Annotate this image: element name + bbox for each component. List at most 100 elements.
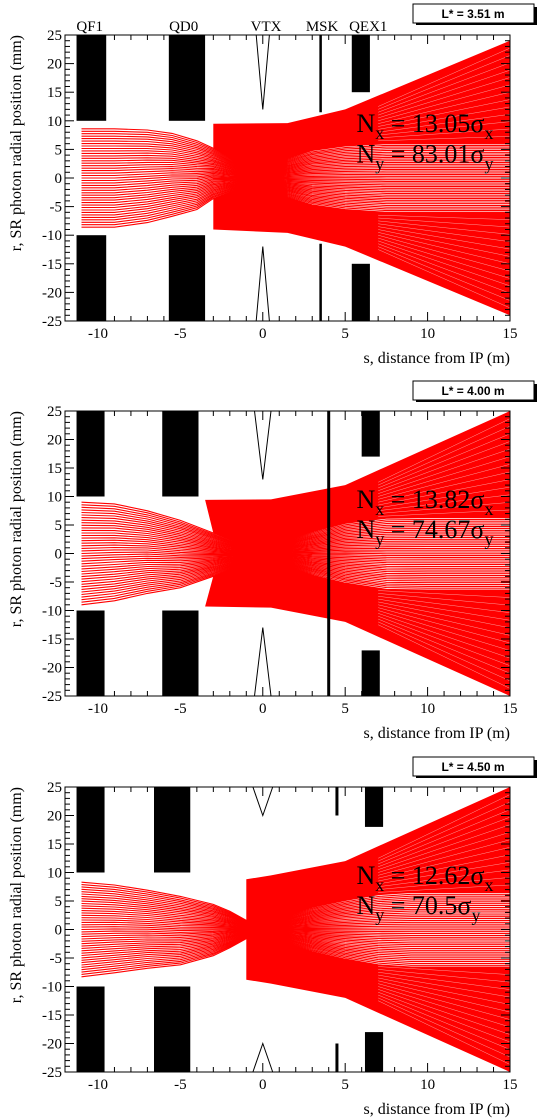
fan-streak: [378, 237, 510, 279]
magnet-qex1-lower: [351, 263, 370, 321]
fan-streak: [378, 862, 510, 885]
nx-symbol: N: [356, 861, 375, 890]
fan-streaks: [378, 418, 510, 689]
magnet-qex1-upper: [351, 35, 370, 93]
y-tick-label: 5: [55, 894, 63, 910]
magnet-qd0-lower: [154, 986, 191, 1072]
ny-sigma: σ: [470, 515, 484, 544]
fan-streak: [378, 479, 510, 506]
y-tick-label: 25: [47, 28, 62, 44]
fan-streak: [378, 471, 510, 503]
fan-streak: [378, 433, 510, 489]
nx-equals: =: [384, 485, 412, 514]
fan-streak: [378, 824, 510, 870]
magnet-label: VTX: [251, 19, 282, 35]
y-tick-label: 20: [47, 809, 62, 825]
magnet-qd0-lower: [162, 610, 199, 696]
x-axis-label: s, distance from IP (m): [364, 350, 510, 367]
sr-fan-lower: [213, 178, 510, 316]
ny-sigma-subscript: y: [471, 905, 480, 925]
fan-streak: [378, 243, 510, 294]
y-tick-label: 15: [47, 461, 62, 477]
y-tick-label: 10: [47, 866, 62, 882]
y-tick-label: 25: [47, 780, 62, 796]
fan-streak: [378, 854, 510, 882]
lstar-box-shadow: [416, 23, 537, 25]
fan-streak: [378, 456, 510, 497]
ny-sigma: σ: [457, 891, 471, 920]
magnet-qex1-lower: [361, 650, 380, 696]
fan-streak: [378, 991, 510, 1043]
fan-streak: [378, 509, 510, 517]
y-tick-label: -10: [42, 228, 62, 244]
fan-streak: [378, 610, 510, 651]
fan-streak: [378, 448, 510, 494]
x-tick-label: -5: [174, 701, 187, 717]
fan-streak: [378, 997, 510, 1058]
ny-subscript: y: [375, 153, 384, 173]
nx-annotation: Nx = 13.82σx: [356, 485, 493, 519]
ny-value: 74.67: [412, 515, 471, 544]
fan-streak: [378, 114, 510, 133]
x-tick-label: 0: [259, 1077, 267, 1093]
y-tick-label: -10: [42, 980, 62, 996]
ny-value: 83.01: [412, 139, 471, 168]
vtx-lower: [254, 627, 272, 696]
ny-annotation: Ny = 83.01σy: [356, 139, 493, 173]
fan-streak: [378, 831, 510, 873]
magnet-qf1-upper: [76, 35, 107, 121]
fan-streak: [378, 989, 510, 1035]
tick-marks: [64, 786, 511, 1073]
fan-streak: [378, 502, 510, 514]
fan-streak: [378, 220, 510, 235]
magnet-qd0-upper: [168, 35, 206, 121]
fan-streak: [378, 441, 510, 492]
y-tick-label: 5: [55, 142, 63, 158]
fan-streak: [378, 1000, 510, 1065]
y-tick-label: -25: [42, 314, 62, 330]
lstar-label: L* = 4.00 m: [441, 384, 504, 398]
magnet-qex1-upper: [361, 411, 380, 457]
x-tick-label: 10: [420, 701, 435, 717]
x-tick-label: -10: [88, 326, 108, 342]
x-tick-label: -5: [174, 326, 187, 342]
fan-streak: [378, 869, 510, 887]
x-tick-label: 5: [341, 701, 349, 717]
lstar-box-shadow: [416, 400, 537, 402]
fan-streak: [378, 983, 510, 1020]
y-tick-label: 10: [47, 114, 62, 130]
magnet-qex1-lower: [364, 1032, 384, 1072]
fan-streak: [378, 232, 510, 265]
fan-streak: [378, 969, 510, 983]
y-tick-label: -10: [42, 604, 62, 620]
x-tick-label: 10: [420, 1077, 435, 1093]
ny-equals: =: [384, 891, 412, 920]
x-tick-label: 10: [420, 326, 435, 342]
ny-sigma: σ: [470, 139, 484, 168]
y-tick-label: -20: [42, 661, 62, 677]
sr-fan-upper: [213, 40, 510, 178]
x-tick-label: 0: [259, 326, 267, 342]
y-axis-label: r, SR photon radial position (mm): [8, 35, 25, 251]
y-tick-label: 20: [47, 433, 62, 449]
y-tick-label: -15: [42, 632, 62, 648]
ny-annotation: Ny = 70.5σy: [356, 891, 480, 925]
fan-streak: [378, 877, 510, 890]
chart-panel-1: -10 -5 0 5 10 15 -25 -20 -15 -10 -5 0 5 10 15 20 25 s, di…: [8, 3, 537, 367]
y-tick-label: -25: [42, 1065, 62, 1081]
fan-streak: [378, 621, 510, 682]
fan-streak: [378, 972, 510, 990]
nx-value: 12.62: [412, 861, 471, 890]
sr-fan-group: [81, 128, 510, 228]
fan-streak: [378, 240, 510, 287]
fan-streak: [378, 234, 510, 272]
magnet-label: QF1: [76, 19, 103, 35]
fan-streak: [378, 604, 510, 636]
fan-streak: [378, 494, 510, 511]
y-tick-label: -5: [50, 951, 63, 967]
nx-subscript: x: [375, 499, 384, 519]
magnet-qd0-upper: [162, 411, 199, 497]
magnet-label: QEX1: [349, 19, 387, 35]
x-tick-label: 0: [259, 701, 267, 717]
ny-symbol: N: [356, 139, 375, 168]
